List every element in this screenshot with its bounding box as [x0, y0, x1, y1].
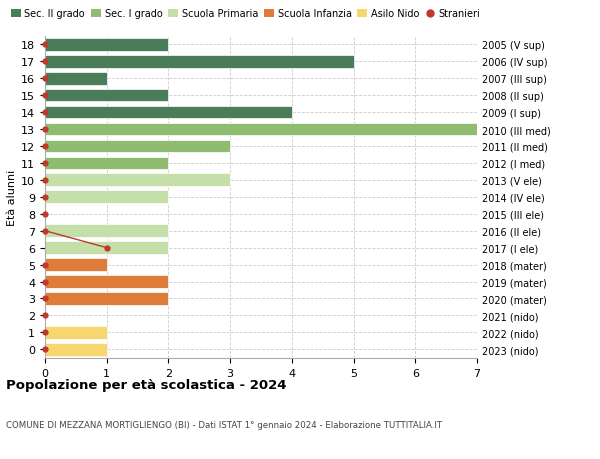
Bar: [45, 326, 107, 339]
Bar: [45, 73, 107, 85]
Text: Popolazione per età scolastica - 2024: Popolazione per età scolastica - 2024: [6, 379, 287, 392]
Bar: [45, 191, 169, 204]
Bar: [45, 90, 169, 102]
Text: COMUNE DI MEZZANA MORTIGLIENGO (BI) - Dati ISTAT 1° gennaio 2024 - Elaborazione : COMUNE DI MEZZANA MORTIGLIENGO (BI) - Da…: [6, 420, 442, 429]
Bar: [45, 242, 169, 254]
Bar: [45, 225, 169, 237]
Bar: [45, 56, 353, 68]
Bar: [45, 106, 292, 119]
Bar: [45, 275, 169, 288]
Bar: [45, 140, 230, 153]
Legend: Sec. II grado, Sec. I grado, Scuola Primaria, Scuola Infanzia, Asilo Nido, Stran: Sec. II grado, Sec. I grado, Scuola Prim…: [11, 10, 481, 19]
Bar: [45, 157, 169, 170]
Bar: [45, 39, 169, 51]
Bar: [45, 259, 107, 271]
Bar: [45, 174, 230, 187]
Bar: [45, 292, 169, 305]
Y-axis label: Età alunni: Età alunni: [7, 169, 17, 225]
Bar: [45, 343, 107, 356]
Bar: [45, 123, 477, 136]
